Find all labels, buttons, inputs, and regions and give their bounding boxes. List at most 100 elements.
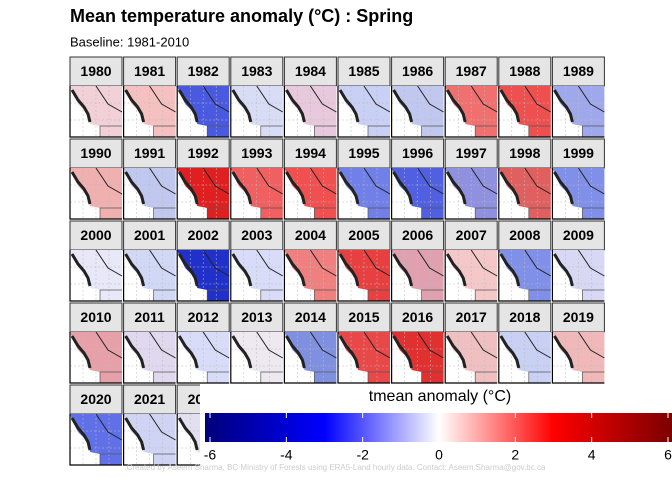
border xyxy=(314,289,337,301)
border xyxy=(202,85,230,113)
chart-title: Mean temperature anomaly (°C) : Spring xyxy=(70,6,413,26)
panel: 1992 xyxy=(176,138,230,220)
border xyxy=(367,125,390,137)
map-axes xyxy=(122,168,176,220)
coastline xyxy=(231,171,253,205)
panel-label: 1988 xyxy=(509,63,540,79)
panel: 1984 xyxy=(283,56,337,138)
border xyxy=(577,249,605,277)
map-axes xyxy=(122,332,176,384)
border xyxy=(95,331,123,359)
panel-header xyxy=(69,384,123,415)
panel-label: 2013 xyxy=(241,309,272,325)
map-axes xyxy=(337,250,390,302)
panel: 1991 xyxy=(122,138,177,220)
map-axes xyxy=(283,86,337,138)
border xyxy=(256,85,284,113)
border xyxy=(99,453,122,465)
colorbar-tick-label: -4 xyxy=(280,447,293,463)
border xyxy=(524,249,552,277)
border xyxy=(417,249,444,277)
colorbar-tick-label: 6 xyxy=(664,447,672,463)
border xyxy=(528,371,551,383)
panel: 2021 xyxy=(122,384,177,466)
panel: 2018 xyxy=(498,302,552,384)
panel-header xyxy=(337,220,391,251)
map-axes xyxy=(230,250,283,302)
panel: 2002 xyxy=(176,220,230,302)
map-axes xyxy=(498,250,551,302)
panel-header xyxy=(391,220,445,251)
panel: 2016 xyxy=(391,302,445,384)
border xyxy=(421,125,444,137)
border xyxy=(260,125,283,137)
panel: 1980 xyxy=(69,56,123,138)
panel-label: 1992 xyxy=(188,145,219,161)
border xyxy=(95,413,123,441)
border xyxy=(149,85,176,113)
panel-label: 1986 xyxy=(402,63,433,79)
border xyxy=(153,125,176,137)
map-axes xyxy=(69,332,122,384)
panel-label: 1983 xyxy=(241,63,272,79)
panel: 1995 xyxy=(337,138,391,220)
border xyxy=(309,331,337,359)
panel-label: 1994 xyxy=(295,145,326,161)
panel: 1989 xyxy=(551,56,605,138)
panel: 1986 xyxy=(391,56,445,138)
panel-label: 1989 xyxy=(563,63,594,79)
panel: 2007 xyxy=(444,220,498,302)
panel: 1993 xyxy=(230,138,284,220)
border xyxy=(528,207,551,219)
panel-header xyxy=(337,56,391,87)
map-axes xyxy=(551,168,605,220)
panel: 2009 xyxy=(551,220,605,302)
panel-label: 2006 xyxy=(402,227,433,243)
coastline xyxy=(70,171,92,205)
panel: 1985 xyxy=(337,56,391,138)
border xyxy=(149,167,176,195)
border xyxy=(202,249,230,277)
coastline xyxy=(553,253,574,287)
panel: 2005 xyxy=(337,220,391,302)
border xyxy=(582,371,605,383)
coastline xyxy=(392,89,414,123)
coastline xyxy=(338,171,360,205)
border xyxy=(421,289,444,301)
border xyxy=(474,207,498,219)
border xyxy=(582,125,605,137)
border xyxy=(153,289,176,301)
coastline xyxy=(445,89,467,123)
panel-label: 1982 xyxy=(188,63,219,79)
map-axes xyxy=(69,86,122,138)
border xyxy=(309,249,337,277)
border xyxy=(314,207,337,219)
map-axes xyxy=(337,86,390,138)
map-axes xyxy=(283,250,337,302)
border xyxy=(421,371,444,383)
panel-label: 2010 xyxy=(80,309,111,325)
panel-label: 1985 xyxy=(348,63,379,79)
panel: 2013 xyxy=(230,302,284,384)
border xyxy=(474,371,498,383)
map-axes xyxy=(551,86,605,138)
border xyxy=(256,331,284,359)
border xyxy=(470,331,498,359)
coastline xyxy=(392,171,414,205)
panel-label: 2021 xyxy=(134,391,165,407)
panel-label: 2002 xyxy=(188,227,219,243)
border xyxy=(149,249,176,277)
map-axes xyxy=(230,168,283,220)
coastline xyxy=(177,253,199,287)
panel-header xyxy=(176,138,230,169)
panel-header xyxy=(69,138,123,169)
panel-header xyxy=(551,138,605,169)
panel-header xyxy=(123,384,177,415)
panel: 1998 xyxy=(498,138,552,220)
panel-header xyxy=(123,220,177,251)
panel-label: 2017 xyxy=(456,309,487,325)
coastline xyxy=(392,335,414,369)
border xyxy=(153,453,176,465)
border xyxy=(260,207,283,219)
